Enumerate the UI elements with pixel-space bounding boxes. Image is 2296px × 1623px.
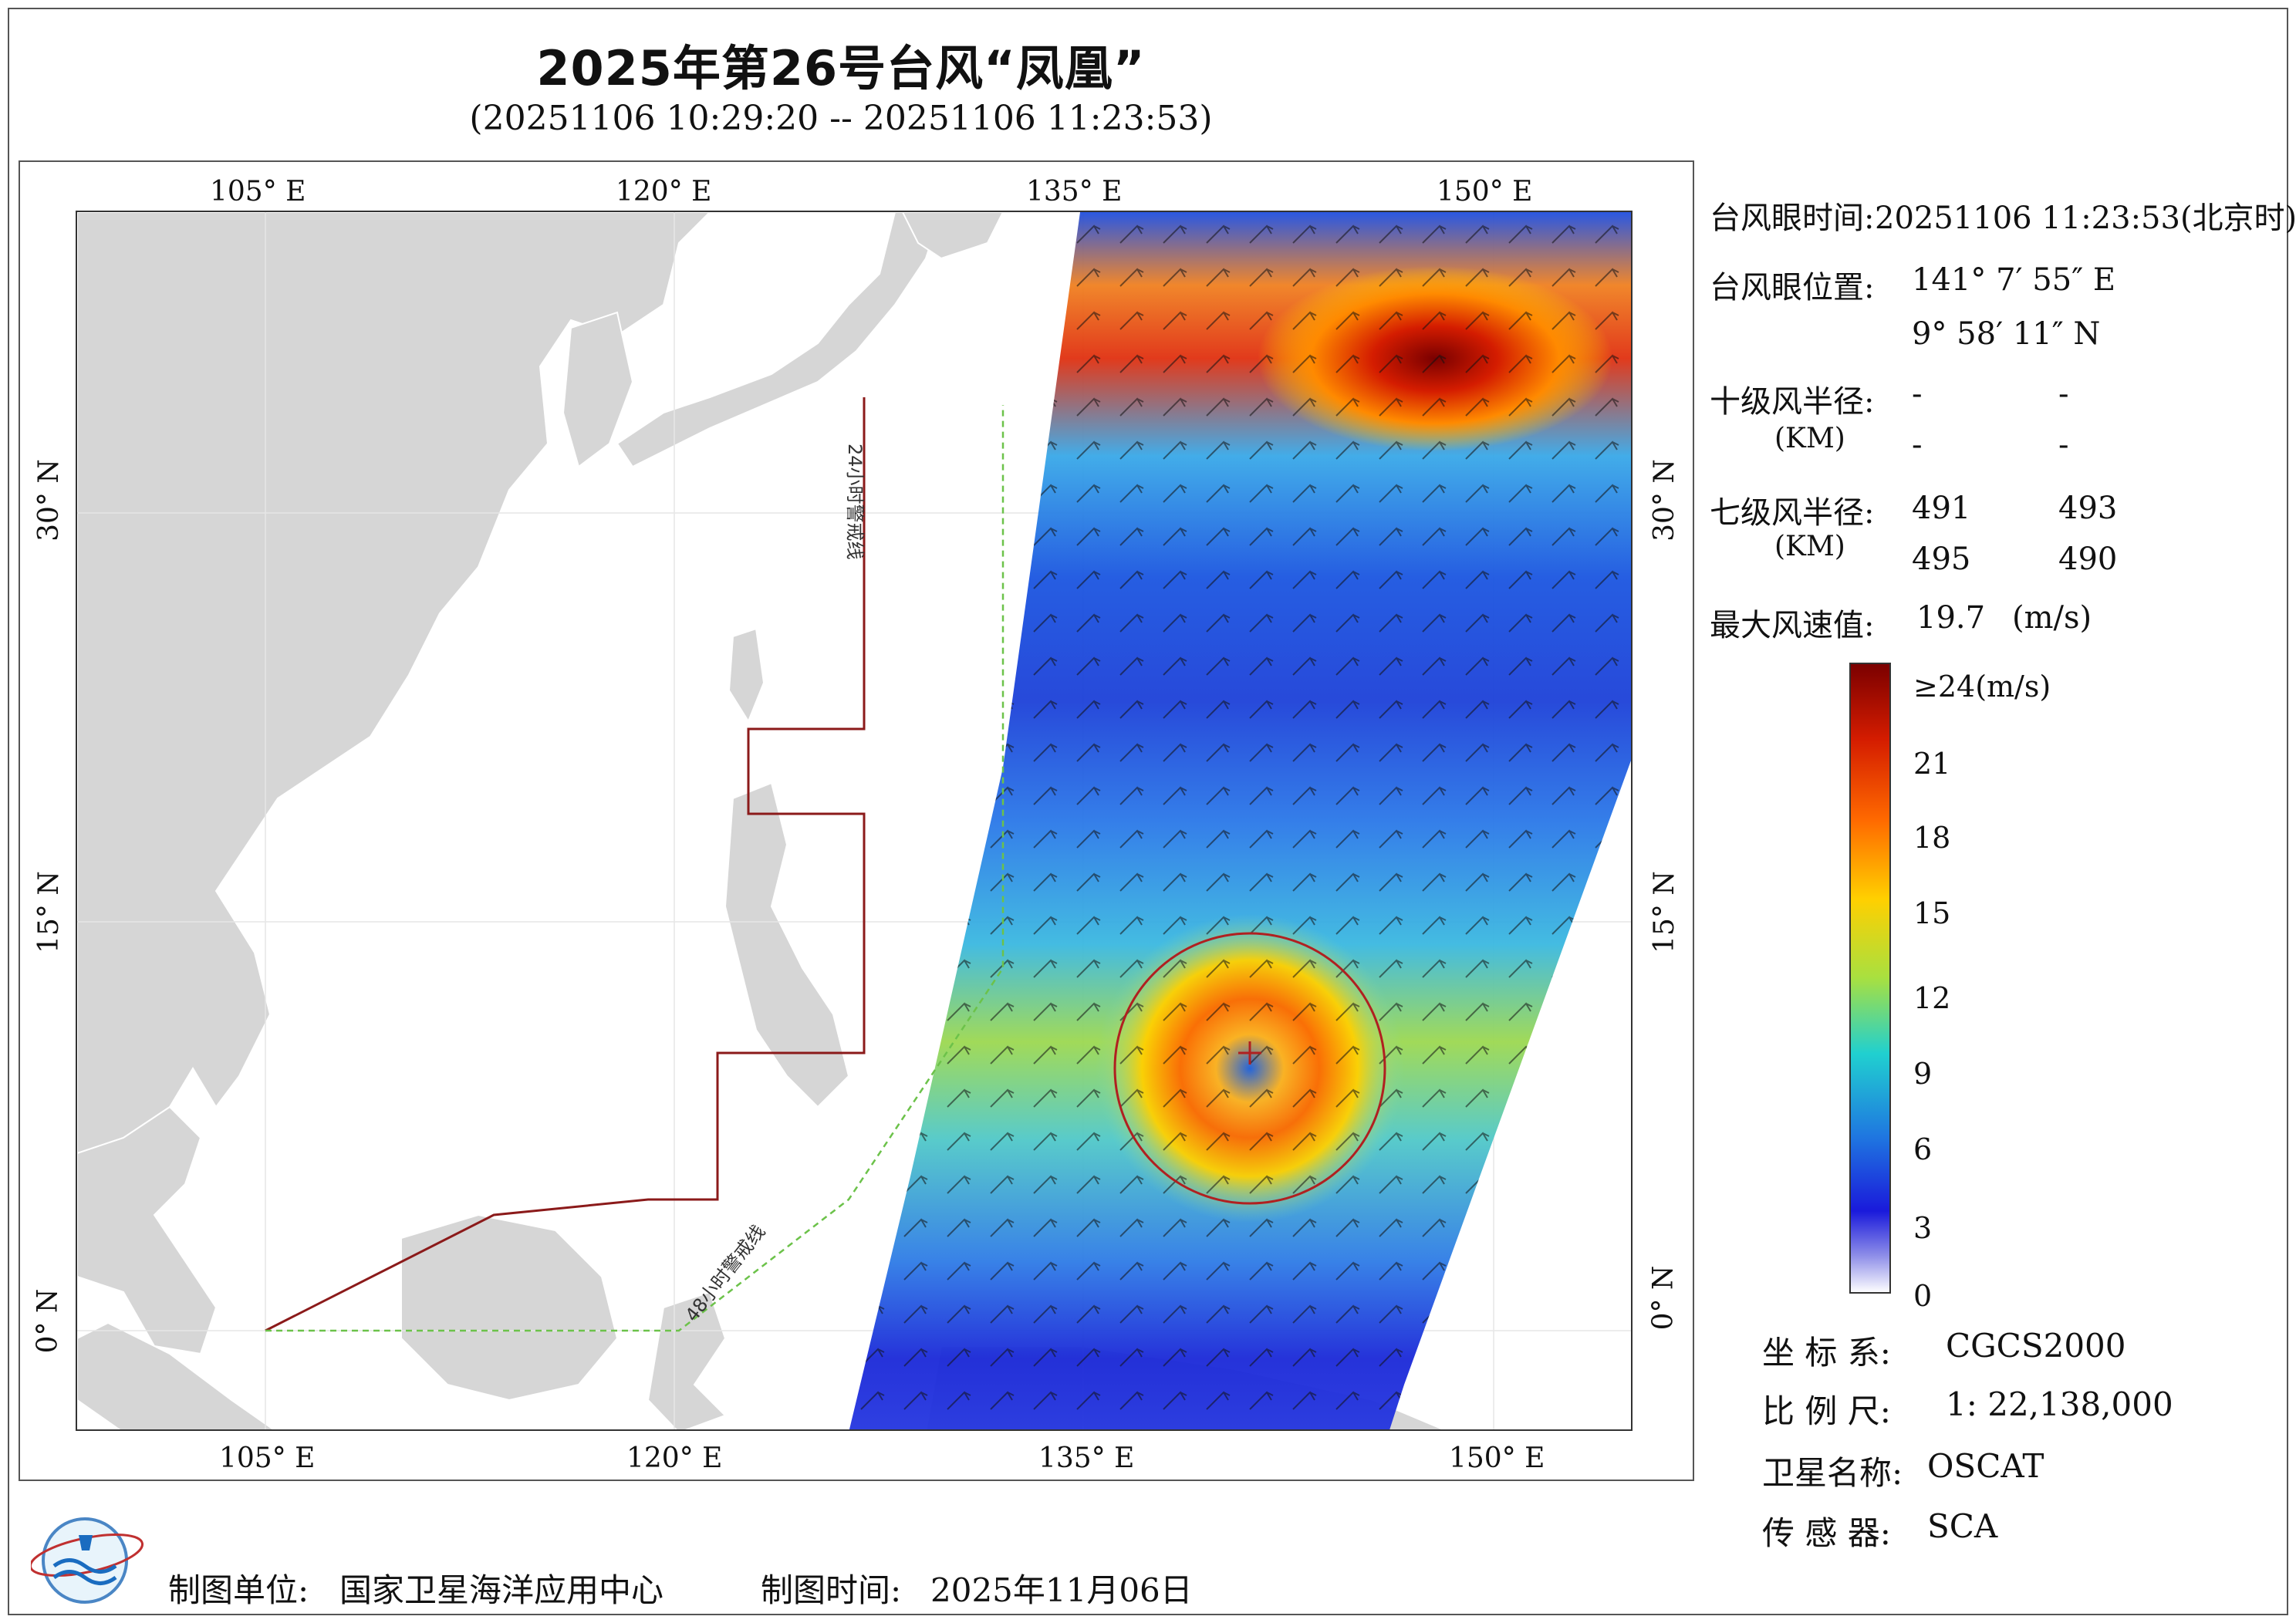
wind-swath bbox=[849, 212, 1631, 1429]
eye-lon: 141° 7′ 55″ E bbox=[1912, 262, 2116, 298]
colorbar bbox=[1849, 663, 1891, 1294]
max-wind-value: 19.7 bbox=[1916, 600, 1986, 636]
land-sulawesi bbox=[647, 1291, 727, 1429]
wind-barbs bbox=[849, 212, 1631, 1429]
lon-tick-bottom: 135° E bbox=[1038, 1442, 1135, 1474]
land-philippines bbox=[724, 781, 850, 1108]
typhoon-r7-circle bbox=[1113, 932, 1386, 1205]
r10-value: - bbox=[1912, 376, 1923, 412]
satellite-label: 卫星名称: bbox=[1762, 1454, 1903, 1492]
colorbar-label: 15 bbox=[1913, 896, 1951, 930]
r10-value: - bbox=[2058, 427, 2069, 463]
lat-tick-left: 15° N bbox=[32, 871, 65, 953]
typhoon-eye-marker bbox=[1238, 1041, 1261, 1065]
land-hokkaido bbox=[901, 212, 1004, 260]
colorbar-label: 0 bbox=[1913, 1279, 1933, 1313]
r7-value: 495 bbox=[1912, 542, 1971, 577]
max-wind-unit: (m/s) bbox=[2012, 600, 2092, 636]
r10-value: - bbox=[1912, 427, 1923, 463]
eye-time-label: 台风眼时间: bbox=[1710, 201, 1875, 236]
warning-line-48h bbox=[265, 405, 1004, 1332]
land-sumatra bbox=[77, 1321, 275, 1429]
warning-line-24h-label: 24小时警戒线 bbox=[844, 444, 866, 560]
lat-tick-left: 30° N bbox=[32, 459, 65, 542]
lon-tick-top: 135° E bbox=[1026, 176, 1123, 208]
lat-tick-right: 15° N bbox=[1648, 871, 1680, 953]
lon-tick-top: 120° E bbox=[616, 176, 712, 208]
scale-label: 比 例 尺: bbox=[1762, 1392, 1891, 1430]
lat-tick-right: 0° N bbox=[1647, 1265, 1680, 1331]
lat-tick-right: 30° N bbox=[1648, 459, 1680, 542]
land-areas bbox=[77, 212, 1446, 1429]
warning-line-24h bbox=[265, 397, 866, 1332]
outer-frame bbox=[8, 8, 2288, 1615]
lon-tick-top: 105° E bbox=[210, 176, 306, 208]
r7-label: 七级风半径: bbox=[1710, 495, 1875, 531]
lon-tick-bottom: 150° E bbox=[1449, 1442, 1545, 1474]
colorbar-label: ≥24(m/s) bbox=[1913, 670, 2051, 704]
land-korea bbox=[562, 311, 634, 468]
r7-value: 491 bbox=[1912, 491, 1971, 526]
land-taiwan bbox=[728, 627, 765, 724]
nsoas-logo bbox=[31, 1517, 144, 1604]
crs-value: CGCS2000 bbox=[1946, 1327, 2126, 1365]
crs-label: 坐 标 系: bbox=[1762, 1334, 1891, 1372]
scale-value: 1: 22,138,000 bbox=[1946, 1385, 2173, 1423]
colorbar-label: 9 bbox=[1913, 1057, 1933, 1091]
r7-value: 493 bbox=[2058, 491, 2118, 526]
lon-tick-top: 150° E bbox=[1437, 176, 1533, 208]
org-value: 国家卫星海洋应用中心 bbox=[339, 1571, 664, 1609]
map-title: 2025年第26号台风“凤凰” bbox=[536, 40, 1146, 96]
warning-line-48h-label: 48小时警戒线 bbox=[681, 1221, 770, 1326]
map-plot: 24小时警戒线 48小时警戒线 bbox=[76, 211, 1633, 1431]
sensor-value: SCA bbox=[1927, 1507, 1998, 1545]
r10-unit: (KM) bbox=[1774, 423, 1845, 454]
lon-tick-bottom: 105° E bbox=[219, 1442, 316, 1474]
r7-value: 490 bbox=[2058, 542, 2118, 577]
r7-unit: (KM) bbox=[1774, 531, 1845, 562]
r10-value: - bbox=[2058, 376, 2069, 412]
land-indochina bbox=[77, 1105, 218, 1355]
lon-tick-bottom: 120° E bbox=[626, 1442, 723, 1474]
land-borneo bbox=[400, 1213, 619, 1402]
colorbar-label: 3 bbox=[1913, 1211, 1933, 1245]
colorbar-label: 18 bbox=[1913, 821, 1951, 855]
colorbar-label: 12 bbox=[1913, 981, 1951, 1015]
lat-tick-left: 0° N bbox=[32, 1288, 64, 1354]
date-label: 制图时间: bbox=[761, 1571, 902, 1609]
map-subtitle: (20251106 10:29:20 -- 20251106 11:23:53) bbox=[469, 99, 1213, 138]
max-wind-label: 最大风速值: bbox=[1710, 608, 1875, 643]
satellite-value: OSCAT bbox=[1927, 1447, 2044, 1485]
eye-pos-label: 台风眼位置: bbox=[1710, 270, 1875, 305]
r10-label: 十级风半径: bbox=[1710, 384, 1875, 420]
sensor-label: 传 感 器: bbox=[1762, 1514, 1891, 1552]
map-canvas: 24小时警戒线 48小时警戒线 bbox=[77, 212, 1631, 1429]
org-label: 制图单位: bbox=[168, 1571, 309, 1609]
date-value: 2025年11月06日 bbox=[930, 1571, 1193, 1609]
colorbar-label: 21 bbox=[1913, 747, 1951, 781]
eye-lat: 9° 58′ 11″ N bbox=[1912, 316, 2101, 352]
eye-time-value: 20251106 11:23:53(北京时) bbox=[1875, 201, 2296, 236]
colorbar-label: 6 bbox=[1913, 1132, 1933, 1166]
